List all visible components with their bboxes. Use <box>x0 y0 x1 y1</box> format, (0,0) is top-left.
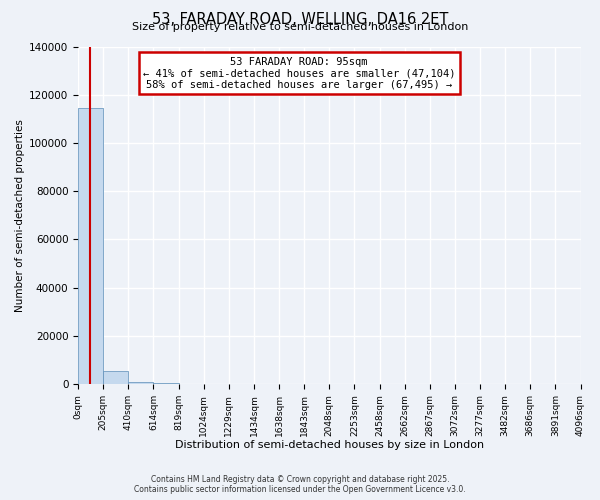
Bar <box>103 372 128 384</box>
Bar <box>78 108 103 384</box>
Y-axis label: Number of semi-detached properties: Number of semi-detached properties <box>15 119 25 312</box>
Text: Size of property relative to semi-detached houses in London: Size of property relative to semi-detach… <box>132 22 468 32</box>
X-axis label: Distribution of semi-detached houses by size in London: Distribution of semi-detached houses by … <box>175 440 484 450</box>
Text: 53, FARADAY ROAD, WELLING, DA16 2ET: 53, FARADAY ROAD, WELLING, DA16 2ET <box>152 12 448 28</box>
Text: 53 FARADAY ROAD: 95sqm
← 41% of semi-detached houses are smaller (47,104)
58% of: 53 FARADAY ROAD: 95sqm ← 41% of semi-det… <box>143 56 455 90</box>
Bar <box>128 382 154 384</box>
Text: Contains HM Land Registry data © Crown copyright and database right 2025.
Contai: Contains HM Land Registry data © Crown c… <box>134 474 466 494</box>
